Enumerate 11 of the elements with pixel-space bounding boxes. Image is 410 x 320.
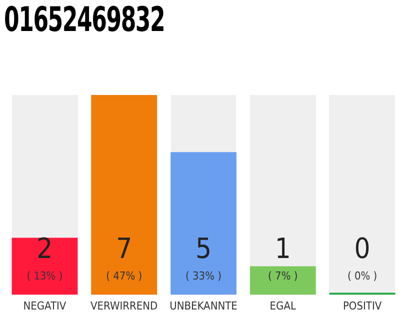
data-label: 0 ( 0% ) <box>347 232 378 283</box>
x-tick-label: POSITIV <box>342 299 382 312</box>
data-label: 5 ( 33% ) <box>185 232 222 283</box>
chart-title: 01652469832 <box>4 0 165 40</box>
x-tick-label: UNBEKANNTE <box>170 299 238 312</box>
x-tick-label: NEGATIV <box>23 299 66 312</box>
data-label: 1 ( 7% ) <box>268 232 298 283</box>
x-tick-label: EGAL <box>270 299 296 312</box>
x-tick-label: VERWIRREND <box>90 299 158 312</box>
data-label: 7 ( 47% ) <box>106 232 142 283</box>
data-label: 2 ( 13% ) <box>26 232 63 283</box>
